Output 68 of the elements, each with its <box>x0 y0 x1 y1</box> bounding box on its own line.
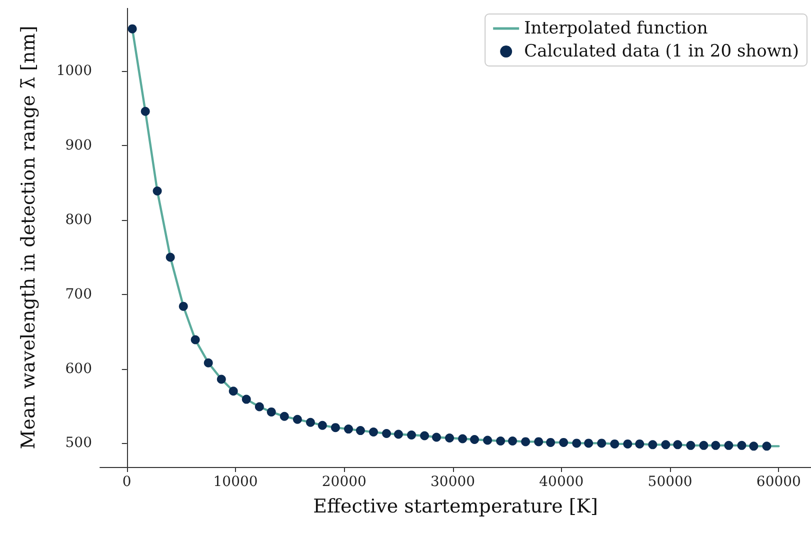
y-tick-label: 800 <box>65 212 92 228</box>
point <box>280 412 289 421</box>
point <box>711 440 720 450</box>
point <box>686 440 696 450</box>
point <box>673 440 682 450</box>
legend-label: Interpolated function <box>524 18 708 38</box>
point <box>432 432 441 442</box>
point <box>661 440 670 450</box>
point <box>458 434 468 444</box>
point <box>483 436 492 445</box>
point <box>166 252 175 262</box>
point <box>508 436 518 446</box>
point <box>559 438 568 447</box>
point <box>178 302 188 311</box>
y-tick-label: 700 <box>65 286 92 302</box>
point <box>306 418 315 427</box>
point <box>610 439 620 448</box>
point <box>356 426 365 436</box>
point <box>204 358 213 368</box>
point <box>420 431 430 440</box>
point <box>318 420 327 430</box>
x-tick-label: 30000 <box>430 474 476 490</box>
point <box>382 429 392 438</box>
point <box>546 438 556 447</box>
point <box>445 433 454 442</box>
point <box>266 407 276 416</box>
point <box>749 442 758 451</box>
x-tick-label: 40000 <box>539 474 584 490</box>
point <box>572 438 582 448</box>
point <box>496 436 506 446</box>
point <box>597 438 606 448</box>
point <box>152 186 162 196</box>
point <box>534 437 544 446</box>
point <box>584 438 594 448</box>
point <box>292 414 302 424</box>
point <box>344 424 353 434</box>
point <box>128 24 137 34</box>
point <box>368 428 378 437</box>
point <box>724 440 734 450</box>
y-tick-label: 900 <box>65 138 92 154</box>
point <box>228 386 238 396</box>
point <box>635 439 644 448</box>
x-tick-label: 60000 <box>756 474 801 490</box>
point <box>521 437 530 446</box>
point <box>242 394 251 404</box>
point <box>648 440 658 450</box>
point <box>407 430 416 440</box>
x-tick-label: 0 <box>122 474 132 490</box>
x-axis-title: Effective startemperature [K] <box>313 496 598 518</box>
y-tick-label: 600 <box>65 360 92 377</box>
point <box>623 439 632 448</box>
y-tick-label: 1000 <box>56 63 92 80</box>
x-tick-label: 20000 <box>322 474 366 490</box>
point <box>470 434 480 444</box>
y-axis-title: Mean wavelength in detection range λ̄ [nm] <box>18 26 40 450</box>
point <box>737 440 746 450</box>
y-tick-label: 500 <box>65 435 92 452</box>
point <box>330 423 340 432</box>
point <box>254 402 264 412</box>
point <box>699 440 708 450</box>
point <box>762 442 772 451</box>
point <box>216 374 226 384</box>
legend-label: Calculated data (1 in 20 shown) <box>524 42 799 62</box>
x-tick-label: 50000 <box>648 474 692 490</box>
point <box>394 430 403 439</box>
point <box>190 335 200 344</box>
point <box>140 106 150 116</box>
x-tick-label: 10000 <box>213 474 258 490</box>
